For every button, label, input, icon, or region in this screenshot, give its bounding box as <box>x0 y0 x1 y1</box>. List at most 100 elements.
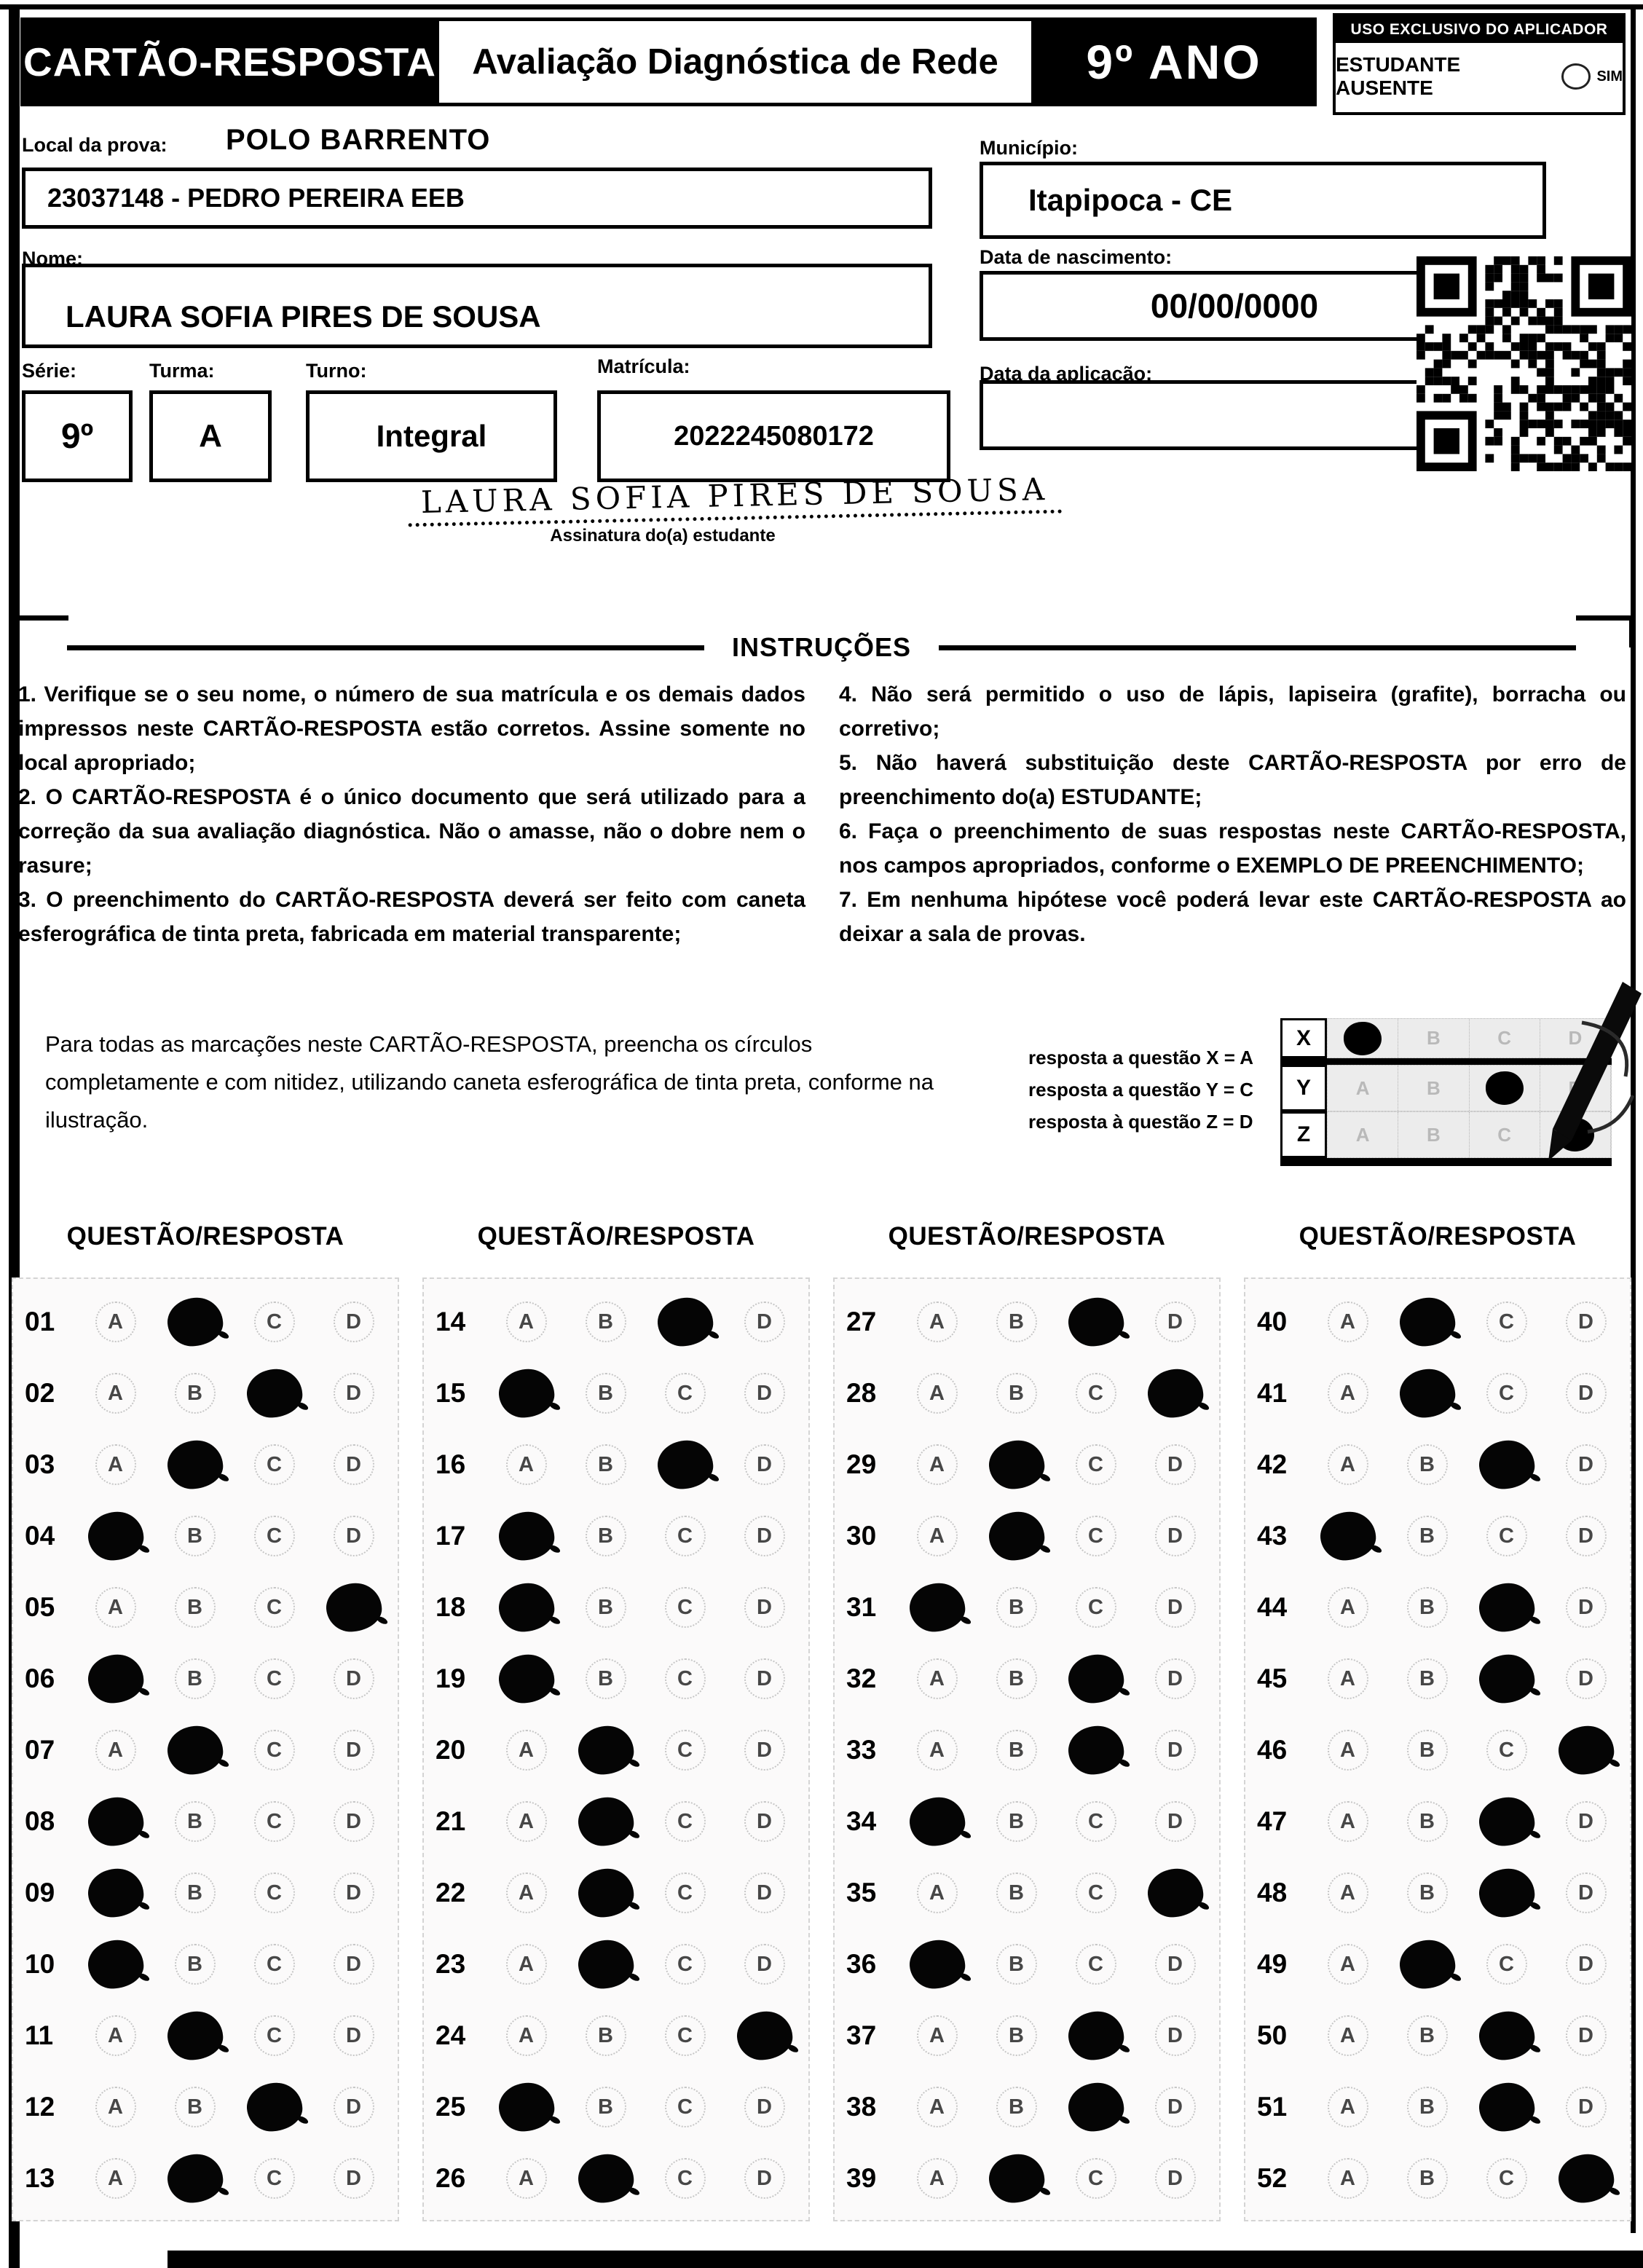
turma-label: Turma: <box>149 360 215 382</box>
bubble-q41-A: A <box>1327 1373 1368 1414</box>
question-row-37: 37 A B D <box>835 2000 1215 2071</box>
bubble-q01-D: D <box>333 1302 374 1342</box>
bubble-q36-B: B <box>996 1944 1037 1985</box>
question-row-35: 35 A B C <box>835 1857 1215 1929</box>
question-number: 28 <box>846 1378 877 1408</box>
question-row-42: 42 A B D <box>1245 1429 1626 1500</box>
example-bubble: A <box>1328 1066 1399 1111</box>
question-number: 52 <box>1257 2163 1288 2193</box>
filled-mark-icon <box>1556 1118 1594 1151</box>
bubble-q29-C: C <box>1075 1444 1116 1485</box>
question-row-05: 05 A B C <box>13 1572 393 1643</box>
answer-column: QUESTÃO/RESPOSTA 01 A C D 02 A B D 03 A C D 04 B C D 05 A B… <box>0 1222 411 2221</box>
question-number: 02 <box>25 1378 55 1408</box>
registration-mark-right <box>1576 615 1634 647</box>
bubble-q40-C: C <box>1486 1302 1527 1342</box>
bubble-q25-D: D <box>744 2087 785 2127</box>
bubble-q22-A: A <box>505 1873 547 1913</box>
applicator-box-title: USO EXCLUSIVO DO APLICADOR <box>1336 16 1623 43</box>
question-row-04: 04 B C D <box>13 1500 393 1572</box>
question-row-01: 01 A C D <box>13 1286 393 1358</box>
bubble-q41-D: D <box>1565 1373 1607 1414</box>
bubble-q47-A: A <box>1327 1801 1368 1842</box>
question-number: 05 <box>25 1592 55 1622</box>
bubble-q07-C: C <box>253 1730 295 1771</box>
question-row-24: 24 A B C <box>424 2000 804 2071</box>
bubble-q05-D-filled <box>323 1580 384 1634</box>
bubble-q30-D: D <box>1154 1516 1196 1556</box>
question-row-07: 07 A C D <box>13 1714 393 1786</box>
turma-value: A <box>199 418 222 454</box>
bubble-q44-C-filled <box>1476 1580 1537 1634</box>
bubble-q24-B: B <box>585 2015 626 2056</box>
bubble-q01-C: C <box>253 1302 295 1342</box>
bubble-q31-A-filled <box>907 1580 967 1634</box>
question-row-38: 38 A B D <box>835 2071 1215 2143</box>
bubble-q52-D-filled <box>1556 2151 1616 2205</box>
bubble-q12-B: B <box>174 2087 216 2127</box>
example-question-label: Y <box>1280 1065 1327 1111</box>
bubble-q18-D: D <box>744 1587 785 1628</box>
question-row-13: 13 A C D <box>13 2143 393 2214</box>
legend-line: resposta à questão Z = D <box>1028 1111 1253 1133</box>
bubble-q47-C-filled <box>1476 1795 1537 1848</box>
divider-line <box>67 645 704 650</box>
bubble-q35-D-filled <box>1145 1866 1205 1920</box>
bubble-q04-C: C <box>253 1516 295 1556</box>
question-row-27: 27 A B D <box>835 1286 1215 1358</box>
instruction-item: 1. Verifique se o seu nome, o número de … <box>18 682 805 775</box>
nascimento-label: Data de nascimento: <box>980 246 1173 268</box>
bubble-q14-B: B <box>585 1302 626 1342</box>
bubble-q21-B-filled <box>575 1795 636 1848</box>
municipio-field: Itapipoca - CE <box>980 162 1546 239</box>
question-number: 46 <box>1257 1735 1288 1765</box>
bubble-q32-C-filled <box>1065 1652 1126 1706</box>
bubble-q10-C: C <box>253 1944 295 1985</box>
bubble-q26-A: A <box>505 2158 547 2199</box>
question-number: 23 <box>436 1949 466 1979</box>
question-number: 31 <box>846 1592 877 1622</box>
bubble-q42-A: A <box>1327 1444 1368 1485</box>
question-row-52: 52 A B C <box>1245 2143 1626 2214</box>
bubble-q49-D: D <box>1565 1944 1607 1985</box>
bubble-q50-D: D <box>1565 2015 1607 2056</box>
bubble-q02-D: D <box>333 1373 374 1414</box>
bubble-q09-D: D <box>333 1873 374 1913</box>
nascimento-value: 00/00/0000 <box>1150 287 1319 325</box>
question-number: 32 <box>846 1663 877 1693</box>
question-number: 03 <box>25 1449 55 1479</box>
question-row-31: 31 B C D <box>835 1572 1215 1643</box>
bubble-q24-C: C <box>664 2015 706 2056</box>
bubble-q09-B: B <box>174 1873 216 1913</box>
bubble-q06-D: D <box>333 1658 374 1699</box>
bubble-q32-B: B <box>996 1658 1037 1699</box>
serie-label: Série: <box>22 360 77 382</box>
example-bubble: B <box>1398 1066 1470 1111</box>
bubble-q22-D: D <box>744 1873 785 1913</box>
question-number: 38 <box>846 2092 877 2122</box>
question-row-16: 16 A B D <box>424 1429 804 1500</box>
student-signature: LAURA SOFIA PIRES DE SOUSA <box>407 470 1063 527</box>
question-row-30: 30 A C D <box>835 1500 1215 1572</box>
question-row-17: 17 B C D <box>424 1500 804 1572</box>
bubble-q12-C-filled <box>244 2080 304 2134</box>
question-number: 22 <box>436 1878 466 1907</box>
bubble-q24-D-filled <box>734 2009 795 2063</box>
question-number: 39 <box>846 2163 877 2193</box>
bubble-q01-B-filled <box>165 1295 225 1349</box>
answer-rows-panel: 40 A C D 41 A C D 42 A B D 43 B C D 44 A B D 45 A B D 46 A B C 47 A B D… <box>1244 1277 1631 2221</box>
bubble-q52-C: C <box>1486 2158 1527 2199</box>
bubble-q36-D: D <box>1154 1944 1196 1985</box>
question-row-03: 03 A C D <box>13 1429 393 1500</box>
fill-example-legend: resposta a questão X = A resposta a ques… <box>1028 1042 1253 1138</box>
question-number: 51 <box>1257 2092 1288 2122</box>
bubble-q16-C-filled <box>655 1438 715 1492</box>
bubble-q08-C: C <box>253 1801 295 1842</box>
filled-mark-icon <box>1485 1071 1524 1105</box>
bubble-q33-C-filled <box>1065 1723 1126 1777</box>
bubble-q19-C: C <box>664 1658 706 1699</box>
bubble-q44-B: B <box>1406 1587 1448 1628</box>
bubble-q40-A: A <box>1327 1302 1368 1342</box>
